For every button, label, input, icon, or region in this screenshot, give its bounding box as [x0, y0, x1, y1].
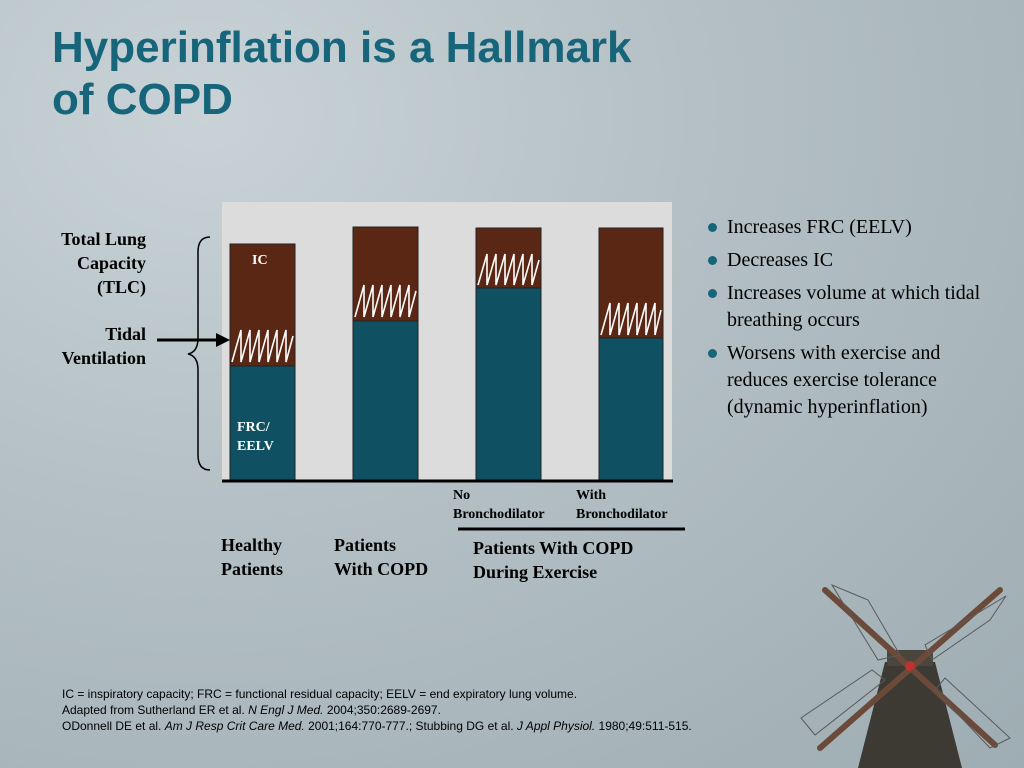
chart-panel [222, 202, 672, 480]
footnote-3-citation-2: 1980;49:511-515. [595, 719, 692, 733]
bullet-text: Increases FRC (EELV) [727, 216, 912, 238]
no-bronchodilator-label: No Bronchodilator [453, 486, 545, 524]
bullet-item: Decreases IC [705, 247, 1005, 274]
tlc-brace [187, 236, 211, 471]
windmill-illustration [800, 583, 1011, 768]
category-exercise: Patients With COPD During Exercise [473, 536, 633, 584]
with-bronchodilator-label: With Bronchodilator [576, 486, 668, 524]
bullet-list: Increases FRC (EELV) Decreases IC Increa… [705, 214, 1005, 427]
windmill-tower [858, 662, 962, 768]
windmill-sail-grid-1 [830, 583, 901, 661]
with-bronch-line-1: With [576, 488, 607, 503]
footnote-line-1: IC = inspiratory capacity; FRC = functio… [62, 687, 578, 701]
category-healthy: Healthy Patients [221, 533, 283, 581]
bar-healthy-tidal-wave [231, 329, 294, 363]
tlc-label: Total Lung Capacity (TLC) [16, 227, 146, 299]
bullet-text: Decreases IC [727, 249, 834, 271]
category-copd: Patients With COPD [334, 533, 428, 581]
bar-with-bronch-tidal-wave [600, 302, 662, 336]
with-bronch-line-2: Bronchodilator [576, 507, 668, 522]
bar-no-bronch-frc [475, 287, 542, 481]
windmill-hub [905, 661, 915, 671]
title-line-1: Hyperinflation is a Hallmark [52, 23, 632, 72]
category-copd-line-1: Patients [334, 535, 396, 555]
footnote-3-text: ODonnell DE et al. [62, 719, 165, 733]
footnote-line-2: Adapted from Sutherland ER et al. N Engl… [62, 702, 822, 718]
bullet-dot-icon [708, 223, 717, 232]
no-bronch-line-2: Bronchodilator [453, 507, 545, 522]
bar-copd [352, 226, 419, 481]
slide-title: Hyperinflation is a Hallmark of COPD [52, 22, 632, 126]
bar-no-bronch-tidal-wave [477, 253, 540, 286]
category-exercise-line-2: During Exercise [473, 562, 598, 582]
frc-label-line-2: EELV [237, 439, 274, 454]
footnotes: IC = inspiratory capacity; FRC = functio… [62, 686, 822, 734]
footnote-2-journal: N Engl J Med. [248, 703, 324, 717]
tidal-label-line-1: Tidal [105, 324, 146, 344]
tlc-label-line-1: Total Lung [61, 229, 146, 249]
bullet-item: Increases volume at which tidal breathin… [705, 280, 1005, 334]
windmill-sail-grid-2 [924, 595, 1007, 661]
bar-healthy [229, 243, 296, 481]
footnote-2-citation: 2004;350:2689-2697. [323, 703, 441, 717]
bullet-dot-icon [708, 289, 717, 298]
bullet-dot-icon [708, 349, 717, 358]
title-line-2: of COPD [52, 75, 233, 124]
tlc-label-line-3: (TLC) [97, 277, 146, 297]
category-copd-line-2: With COPD [334, 559, 429, 579]
category-healthy-line-2: Patients [221, 559, 283, 579]
ic-label: IC [252, 253, 268, 268]
footnote-3-citation-1: 2001;164:770-777.; Stubbing DG et al. [304, 719, 517, 733]
tidal-arrow-head [216, 333, 230, 347]
tidal-ventilation-label: Tidal Ventilation [16, 322, 146, 370]
tidal-label-line-2: Ventilation [61, 348, 146, 368]
bar-no-bronchodilator [475, 227, 542, 481]
no-bronch-line-1: No [453, 488, 471, 503]
windmill-sail-grid-3 [800, 669, 886, 736]
footnote-2-text: Adapted from Sutherland ER et al. [62, 703, 249, 717]
frc-eelv-label: FRC/ EELV [237, 418, 274, 456]
bar-copd-tidal-wave [354, 284, 417, 318]
bullet-item: Increases FRC (EELV) [705, 214, 1005, 241]
bar-with-bronchodilator [598, 227, 664, 481]
bullet-item: Worsens with exercise and reduces exerci… [705, 340, 1005, 421]
bullet-text: Worsens with exercise and reduces exerci… [727, 342, 941, 418]
footnote-3-journal-2: J Appl Physiol. [516, 719, 596, 733]
category-healthy-line-1: Healthy [221, 535, 282, 555]
bullet-dot-icon [708, 256, 717, 265]
footnote-line-3: ODonnell DE et al. Am J Resp Crit Care M… [62, 718, 822, 734]
tlc-label-line-2: Capacity [77, 253, 146, 273]
bar-copd-frc [352, 320, 419, 481]
bullet-text: Increases volume at which tidal breathin… [727, 282, 981, 331]
windmill-sail-grid-4 [934, 677, 1011, 749]
bar-with-bronch-frc [598, 337, 664, 481]
frc-label-line-1: FRC/ [237, 420, 270, 435]
category-exercise-line-1: Patients With COPD [473, 538, 634, 558]
footnote-3-journal-1: Am J Resp Crit Care Med. [164, 719, 305, 733]
